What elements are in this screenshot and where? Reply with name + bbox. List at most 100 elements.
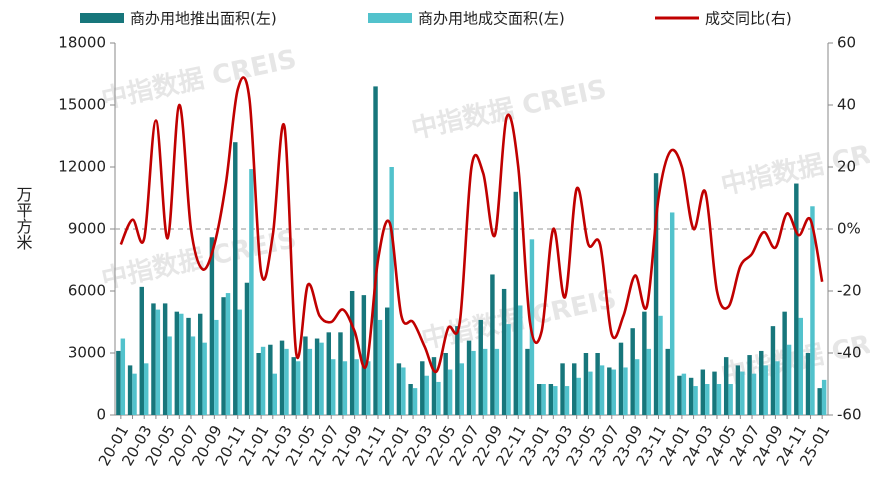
y2-tick-label: -20 [837,282,862,300]
bar [782,311,787,415]
bar [735,365,741,415]
bar [810,206,815,415]
bar [553,386,558,415]
bar [513,191,519,415]
bar [190,336,196,415]
y-tick-label: 6000 [68,282,106,300]
y2-tick-label: 0% [837,220,861,238]
bar [186,317,191,415]
bar [536,384,542,415]
legend-label: 成交同比(右) [705,10,792,28]
y2-tick-label: 20 [837,158,856,176]
bar [494,348,500,415]
bar [268,344,273,415]
watermark: 中指数据 CREIS [409,74,609,145]
bar [572,363,577,415]
y2-tick-label: -60 [837,406,862,424]
bar [366,361,371,415]
bar [179,313,184,415]
bar [763,365,768,415]
bar [548,384,554,415]
bar [202,342,207,415]
legend-label: 商办用地成交面积(左) [418,10,565,28]
bar [338,332,343,415]
bar [151,303,156,415]
bar [162,303,168,415]
bar [681,373,687,415]
bar [319,342,324,415]
bar [314,338,320,415]
y-tick-label: 3000 [68,344,106,362]
bar [786,344,792,415]
y-tick-label: 12000 [58,158,106,176]
y-tick-label: 9000 [68,220,106,238]
bar [385,307,390,415]
bar [576,377,581,415]
bar [646,348,652,415]
bar [284,348,289,415]
bar [642,311,647,415]
bar [132,373,137,415]
bar [237,309,242,415]
bar [373,86,378,416]
watermark: 中指数据 CREIS [99,44,299,115]
bar [716,384,722,415]
bar [396,363,402,415]
bar [389,167,394,415]
bar [139,286,144,415]
bar [599,365,605,415]
bar [775,361,780,415]
bar [361,295,367,415]
bar [167,336,172,415]
bar [295,361,301,415]
bar [560,363,565,415]
bar [279,340,285,415]
bar [688,377,694,415]
bar [291,357,296,415]
bar [209,237,215,415]
bar [564,386,570,415]
bar [412,388,418,415]
bar [794,183,799,415]
bar [307,348,313,415]
y-axis-label: 万平方米 [14,186,33,250]
bar [256,353,261,415]
y-tick-label: 0 [96,406,106,424]
bar [401,367,406,415]
bar [634,359,640,415]
legend-label: 商办用地推出面积(左) [130,10,277,28]
bar [155,309,161,415]
bar [303,336,308,415]
legend-swatch [80,13,124,23]
bar [420,361,425,415]
bar [431,357,437,415]
bar [518,305,523,415]
bar [506,324,511,415]
bar [377,319,383,415]
bar [354,359,359,415]
bar [490,274,495,415]
bar [607,367,612,415]
bar [653,173,659,415]
bar [120,338,126,415]
bar [143,363,149,415]
bar [595,353,600,415]
bar [821,379,827,415]
bar [618,342,624,415]
bar [728,384,733,415]
bar [466,340,472,415]
bar [478,319,483,415]
bar [712,371,717,415]
line [119,76,824,374]
y2-tick-label: 40 [837,96,856,114]
bar [272,373,278,415]
bar [588,371,593,415]
bar [723,357,729,415]
bar [747,355,752,415]
bar [127,365,133,415]
bar [623,367,628,415]
bar [225,293,231,415]
y2-tick-label: 60 [837,34,856,52]
bar [740,371,745,415]
bar [174,311,180,415]
